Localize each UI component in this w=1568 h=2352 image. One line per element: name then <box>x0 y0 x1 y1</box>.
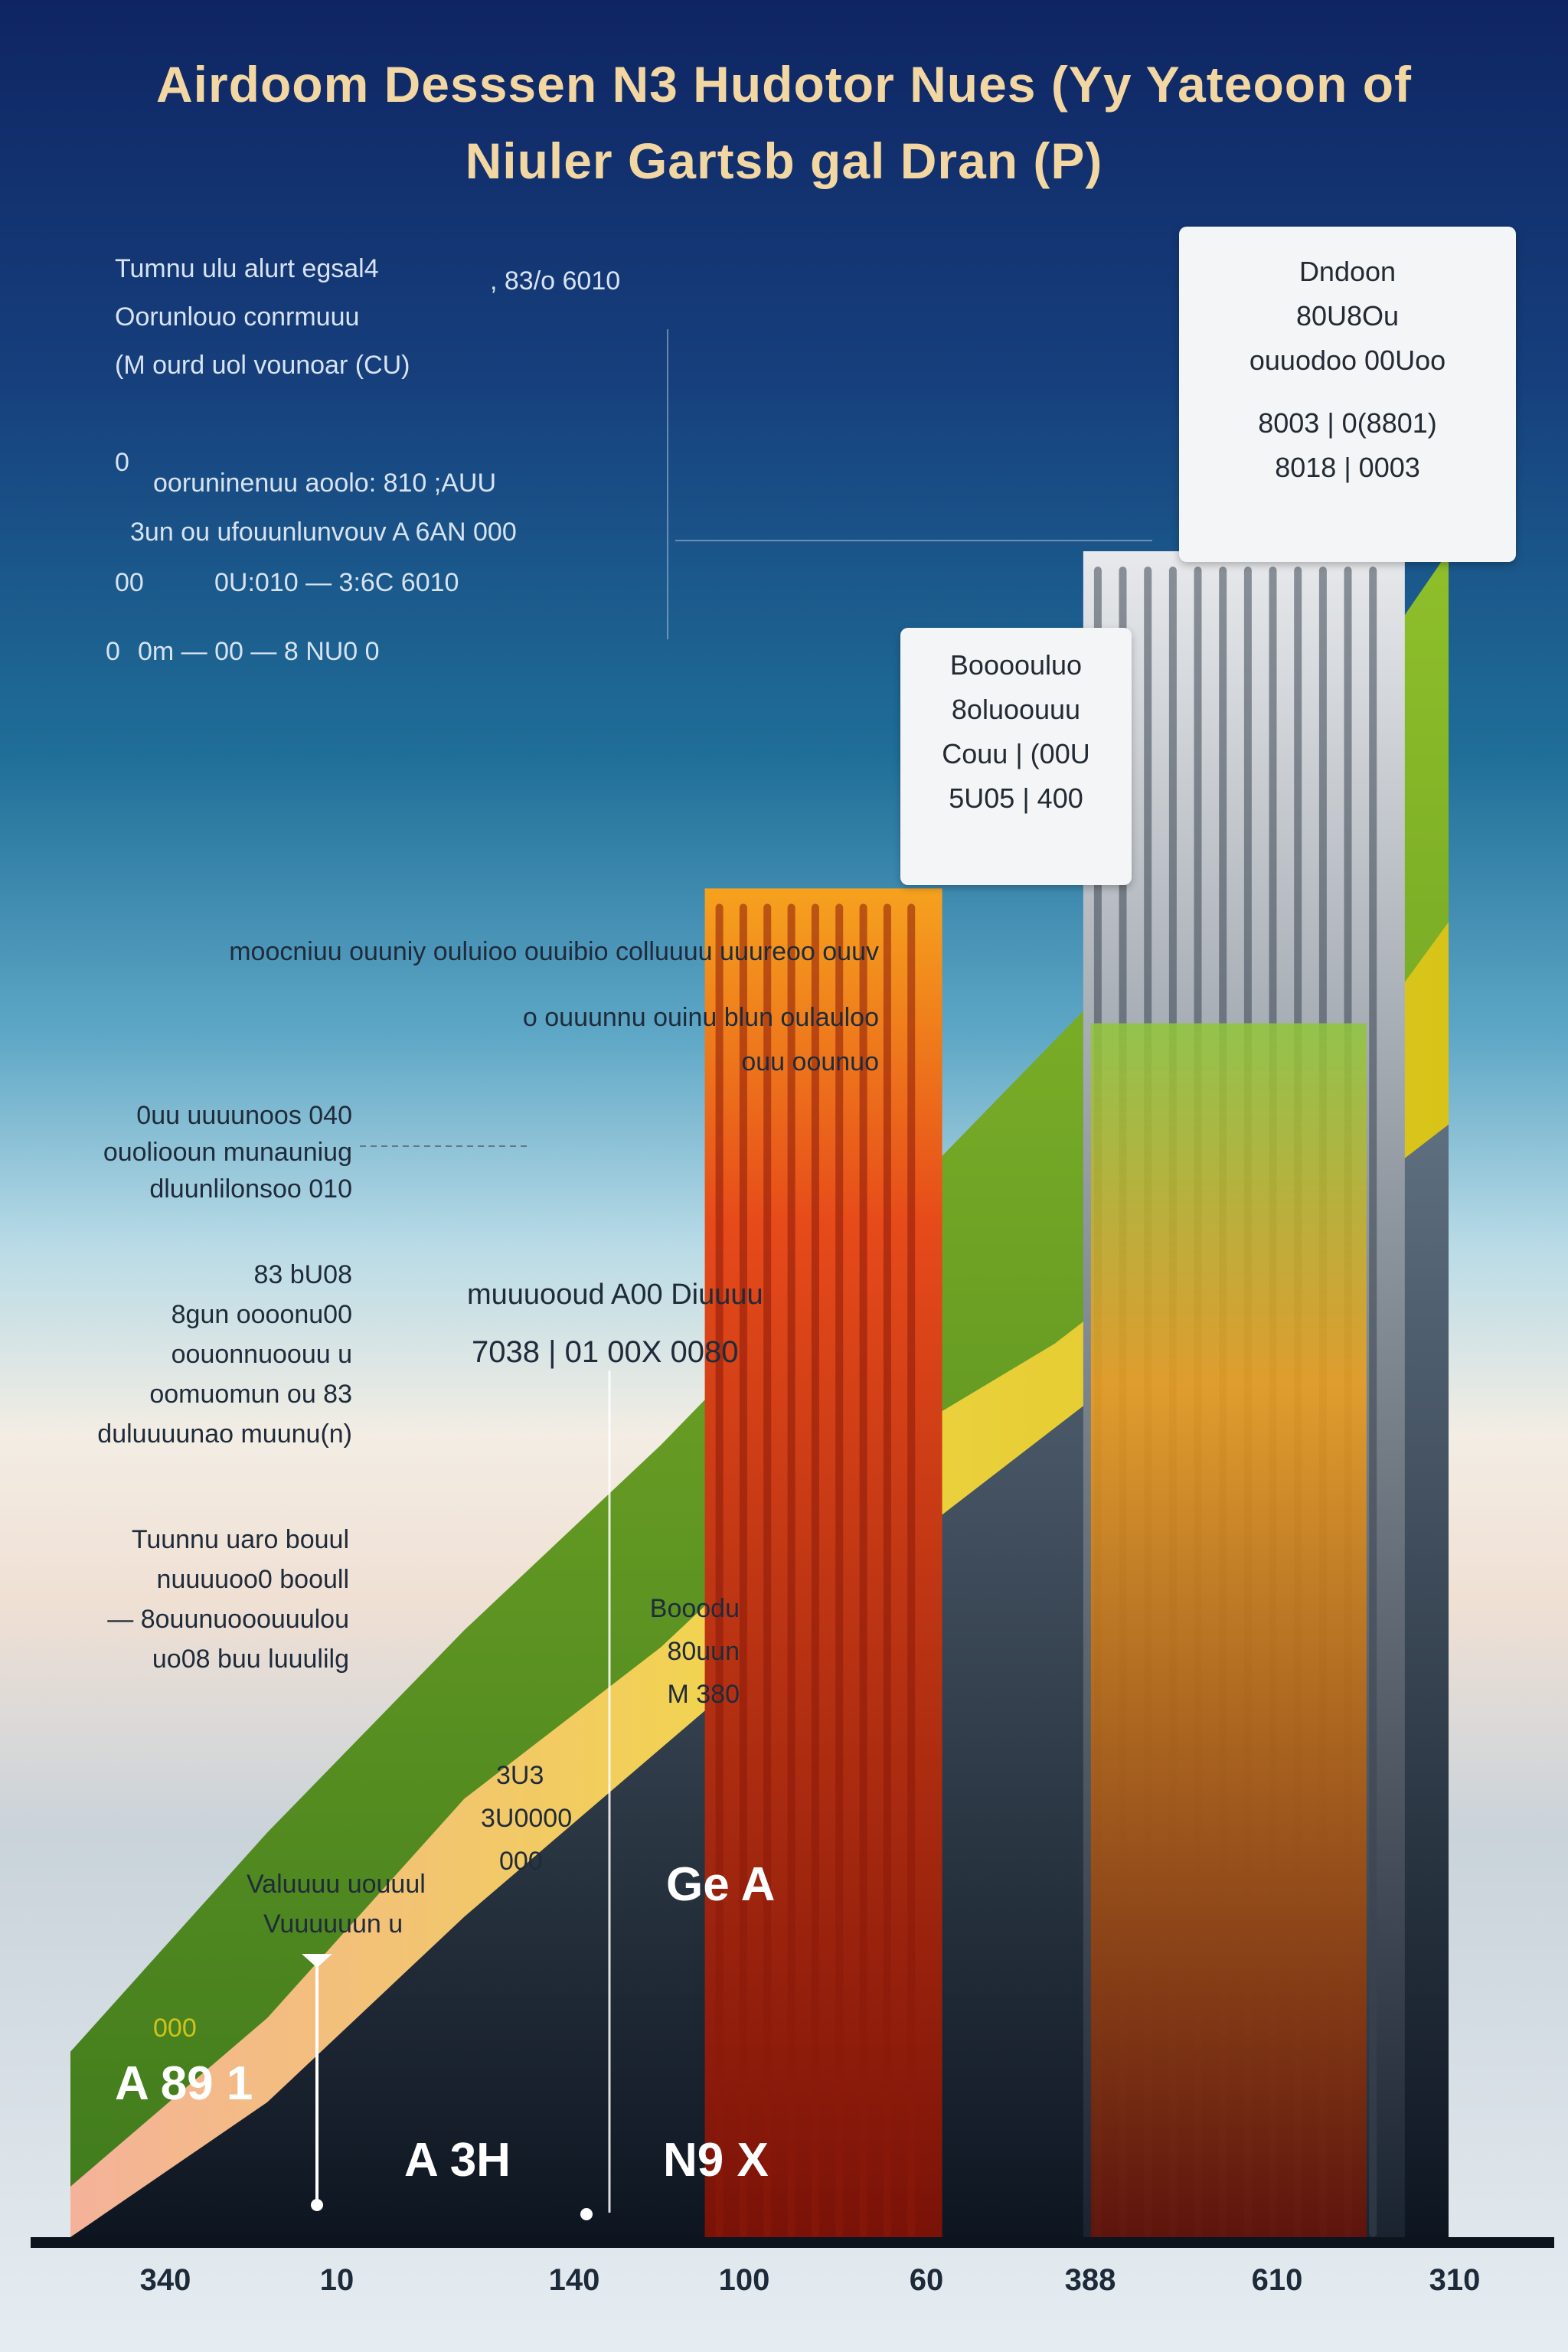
area-note-1-line-2: 80uun <box>667 1637 740 1666</box>
panel-2-line-4: 8003 | 0(8801) <box>1258 407 1437 439</box>
side-block-3-line-4: uo08 buu luuulilg <box>152 1645 349 1674</box>
side-block-2-line-1: 83 bU08 <box>253 1260 352 1289</box>
side-block-1-line-2: ouoliooun munauniug <box>103 1138 352 1167</box>
guide-lines-layer <box>31 329 1554 2248</box>
bar-overlay-6 <box>1090 1023 1367 2237</box>
side-block-2-line-2: 8gun oooonu00 <box>171 1300 352 1329</box>
bar-label-panel-2: Dndoon 80U8Ou ouuodoo 00Uoo 8003 | 0(880… <box>1179 227 1516 562</box>
area-note-1-line-1: Booodu <box>649 1594 740 1623</box>
x-tick-label: 388 <box>1064 2263 1116 2297</box>
x-tick-label: 10 <box>319 2263 354 2297</box>
big-label-4: Ge A <box>666 1858 776 1911</box>
bar-stripe-0-6 <box>859 903 867 2237</box>
panel-2-line-2: 80U8Ou <box>1295 300 1400 332</box>
side-block-1-line-3: dluunlilonsoo 010 <box>149 1174 352 1204</box>
side-block-1-line-1: 0uu uuuunoos 040 <box>136 1101 352 1130</box>
x-tick-label: 340 <box>139 2263 191 2297</box>
bar-series-layer <box>704 551 1405 2237</box>
chart-title-line-1: Airdoom Desssen N3 Hudotor Nues (Yy Yate… <box>155 56 1413 113</box>
bar-stripe-0-5 <box>835 903 844 2237</box>
bar-stripe-0-8 <box>907 903 916 2237</box>
panel-2-line-3: ouuodoo 00Uoo <box>1249 345 1446 376</box>
area-note-4: 000 <box>153 2014 197 2043</box>
bar-stripe-1-11 <box>1369 567 1377 2237</box>
panel-1-line-4: 5U05 | 400 <box>949 782 1083 814</box>
info-row-1-label: 0 <box>115 448 129 477</box>
big-label-1: A 89 1 <box>115 2057 253 2110</box>
marker-dot-2 <box>580 2208 593 2220</box>
info-line-2: Oorunlouo conrmuuu <box>115 302 360 332</box>
chart-title-line-2: Niuler Gartsb gal Dran (P) <box>465 132 1103 189</box>
info-row-4-label: 0 <box>106 637 120 666</box>
panel-1-line-1: Boooouluo <box>949 649 1083 681</box>
bar-stripe-0-4 <box>811 903 819 2237</box>
area-note-1-line-3: M 380 <box>667 1680 740 1709</box>
info-row-1-text: ooruninenuu aoolo: 810 ;AUU <box>153 469 496 498</box>
area-note-2-line-1: 3U3 <box>496 1761 544 1790</box>
area-note-2-line-3: 000 <box>499 1847 543 1876</box>
x-tick-label: 100 <box>718 2263 770 2297</box>
marker-arrow-1 <box>302 1954 332 1968</box>
bar-stripe-0-2 <box>763 903 772 2237</box>
area-note-3-line-1: Valuuuu uouuul <box>247 1870 426 1899</box>
side-block-2-line-4: oomuomun ou 83 <box>149 1380 352 1409</box>
info-line-1: Tumnu ulu alurt egsal4 <box>115 254 379 283</box>
bar-stripe-0-0 <box>715 903 724 2237</box>
middle-label-line-1: muuuooud A00 Diuuuu <box>467 1279 763 1311</box>
panel-2-line-5: 8018 | 0003 <box>1275 452 1420 483</box>
side-block-2-line-5: duluuuunao muunu(n) <box>97 1419 352 1449</box>
info-row-2-text: 3un ou ufouunlunvouv A 6AN 000 <box>130 518 517 547</box>
marker-dot-1 <box>311 2199 323 2211</box>
side-block-2-line-3: oouonnuoouu u <box>171 1340 352 1369</box>
info-line-3: (M ourd uol vounoar (CU) <box>115 351 410 380</box>
big-label-2: A 3H <box>404 2134 511 2187</box>
panel-1-line-3: Couu | (00U <box>942 738 1090 769</box>
info-row-4-text: 0m — 00 — 8 NU0 0 <box>138 637 380 666</box>
info-value: , 83/o 6010 <box>490 266 621 296</box>
x-axis-baseline <box>31 2237 1554 2248</box>
info-row-3-text: 0U:010 — 3:6C 6010 <box>214 568 459 597</box>
annotation-long-line-1: moocniuu ouuniy ouluioo ouuibio colluuuu… <box>229 937 879 966</box>
area-note-3-line-2: Vuuuuuun u <box>263 1909 403 1939</box>
bar-label-panel-1: Boooouluo 8oluoouuu Couu | (00U 5U05 | 4… <box>900 628 1132 885</box>
bar-stripe-0-7 <box>883 903 891 2237</box>
panel-2-line-1: Dndoon <box>1298 256 1396 287</box>
x-tick-label: 140 <box>548 2263 600 2297</box>
x-tick-label: 310 <box>1429 2263 1481 2297</box>
panel-1-line-2: 8oluoouuu <box>951 694 1081 725</box>
bar-stripe-0-1 <box>739 903 747 2237</box>
middle-label-line-2: 7038 | 01 00X 0080 <box>472 1335 739 1369</box>
side-block-3-line-2: nuuuuoo0 booull <box>156 1565 349 1594</box>
area-note-2-line-2: 3U0000 <box>481 1804 573 1833</box>
x-tick-label: 610 <box>1251 2263 1303 2297</box>
big-label-3: N9 X <box>663 2134 769 2187</box>
side-block-3-line-1: Tuunnu uaro bouul <box>131 1525 349 1554</box>
bar-stripe-0-3 <box>787 903 795 2237</box>
info-row-3-label: 00 <box>115 568 144 597</box>
side-block-3-line-3: — 8ouunuooouuulou <box>107 1605 349 1634</box>
x-tick-label: 60 <box>909 2263 944 2297</box>
annotation-long-line-2b: ouu oounuo <box>741 1047 879 1076</box>
annotation-long-line-2a: o ouuunnu ouinu blun oulauloo <box>522 1003 879 1032</box>
